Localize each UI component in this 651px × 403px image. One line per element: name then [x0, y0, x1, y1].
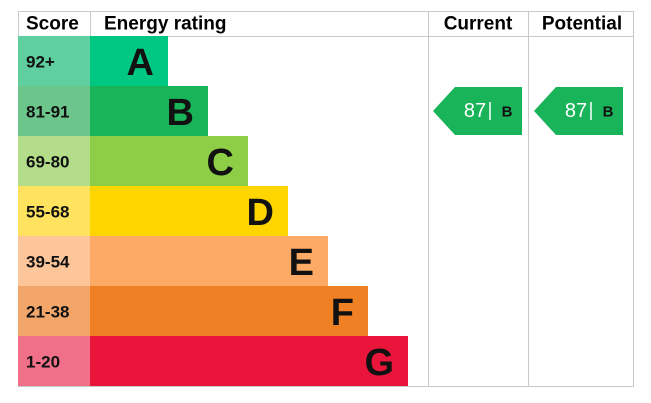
score-label: 21-38: [26, 303, 69, 322]
rating-bar: [90, 236, 328, 286]
score-cell: [18, 336, 90, 386]
rating-letter: D: [247, 192, 274, 234]
rating-letter: G: [364, 342, 394, 384]
score-label: 92+: [26, 53, 55, 72]
potential-header: Potential: [542, 14, 622, 35]
rating-bar: [90, 336, 408, 386]
potential-rating: B: [603, 104, 614, 121]
score-cell: [18, 236, 90, 286]
score-label: 55-68: [26, 203, 69, 222]
potential-arrow: [534, 87, 623, 135]
current-header: Current: [444, 14, 513, 35]
score-label: 69-80: [26, 153, 69, 172]
current-arrow: [433, 87, 522, 135]
rating-letter: A: [127, 42, 154, 84]
score-cell: [18, 286, 90, 336]
rating-header: Energy rating: [104, 14, 226, 35]
current-rating: B: [502, 104, 513, 121]
potential-value: 87: [565, 100, 587, 122]
score-header: Score: [26, 14, 79, 35]
rating-letter: B: [167, 92, 194, 134]
score-cell: [18, 136, 90, 186]
score-cell: [18, 36, 90, 86]
score-label: 81-91: [26, 103, 69, 122]
rating-bar: [90, 86, 208, 136]
rating-letter: E: [289, 242, 314, 284]
rating-letter: F: [331, 292, 354, 334]
rating-bar: [90, 186, 288, 236]
score-label: 1-20: [26, 353, 60, 372]
score-label: 39-54: [26, 253, 70, 272]
rating-bar: [90, 286, 368, 336]
score-cell: [18, 86, 90, 136]
current-value: 87: [464, 100, 486, 122]
rating-bar: [90, 36, 168, 86]
rating-letter: C: [207, 142, 234, 184]
rating-bar: [90, 136, 248, 186]
score-cell: [18, 186, 90, 236]
